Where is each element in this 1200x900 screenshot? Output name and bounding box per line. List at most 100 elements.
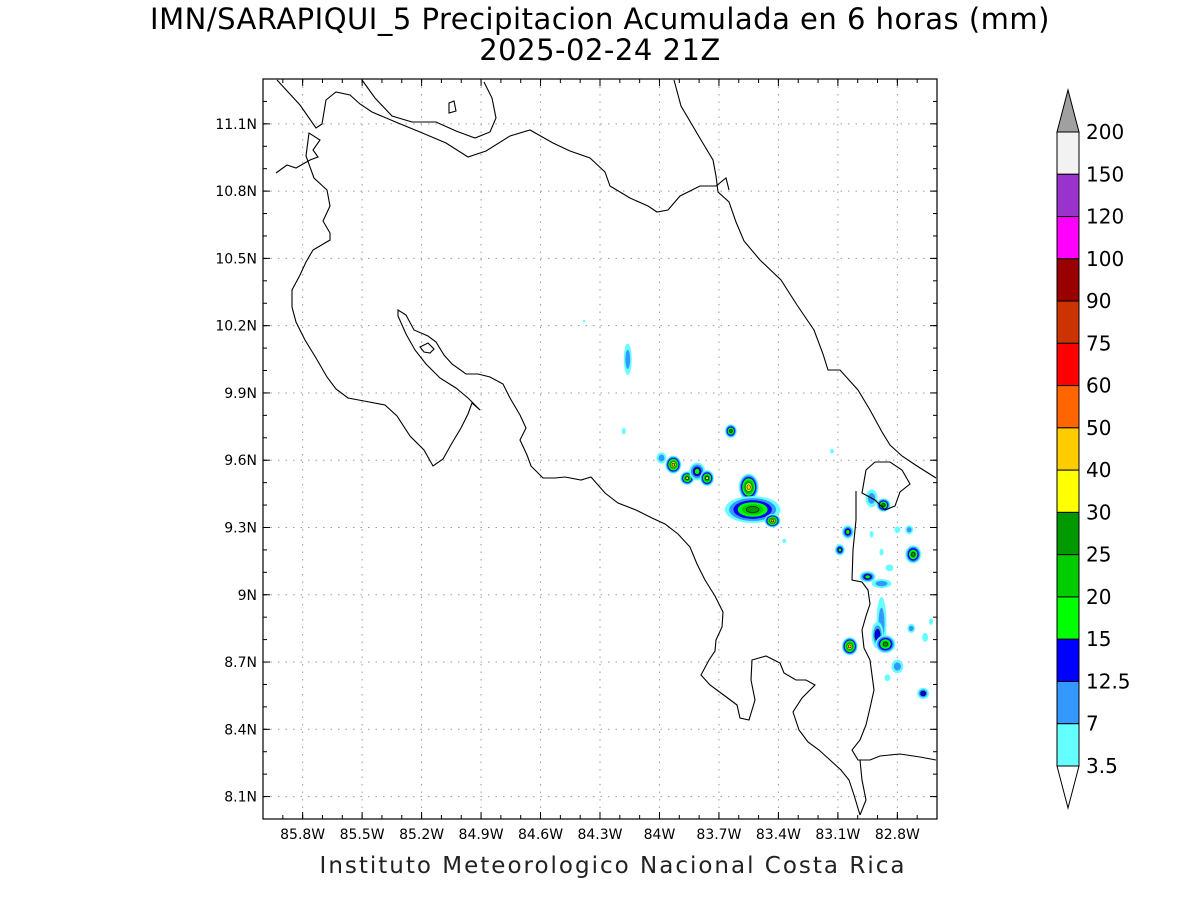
coastlines (275, 79, 937, 816)
legend-level-label: 60 (1086, 374, 1111, 398)
precip-contour (869, 530, 874, 538)
legend-swatch (1056, 469, 1080, 513)
legend-over-arrow (1056, 88, 1080, 133)
legend-level-label: 30 (1086, 500, 1111, 524)
precip-contour (685, 476, 689, 480)
precip-contour (625, 349, 631, 369)
precip-contour (746, 484, 751, 490)
legend-under-arrow (1056, 765, 1080, 810)
precip-contour (906, 527, 912, 533)
x-tick-label: 84W (644, 827, 676, 843)
precip-contour (894, 526, 901, 534)
precip-contour (582, 319, 586, 323)
legend-level-label: 90 (1086, 289, 1111, 313)
precip-contour (848, 644, 852, 649)
legend-swatch (1056, 300, 1080, 344)
map-axes: 85.8W 85.5W 85.2W 84.9W 84.6W 84.3W 84W 83.7W 83… (215, 78, 938, 843)
legend-swatch (1056, 173, 1080, 218)
precip-contour (922, 632, 929, 642)
x-tick-label: 82.8W (875, 827, 920, 843)
precip-contour (729, 429, 733, 433)
graticule (263, 79, 937, 819)
y-tick-label: 9N (238, 588, 257, 604)
y-tick-label: 11.1N (215, 117, 257, 133)
x-tick-label: 84.6W (518, 827, 563, 843)
legend-swatch (1056, 131, 1080, 175)
legend-level-label: 40 (1086, 458, 1111, 482)
legend-level-label: 150 (1086, 162, 1124, 186)
y-tick-label: 8.1N (224, 790, 257, 806)
legend-level-label: 25 (1086, 543, 1111, 567)
x-tick-label: 84.9W (459, 827, 504, 843)
legend-level-label: 15 (1086, 627, 1111, 651)
precipitation-field (582, 319, 934, 700)
precip-contour (837, 547, 842, 553)
precip-contour (911, 552, 916, 557)
lake-islet (448, 100, 457, 114)
precip-contour (770, 519, 775, 523)
y-tick-label: 10.2N (215, 319, 257, 335)
legend-swatch (1056, 258, 1080, 302)
legend-swatch (1056, 638, 1080, 682)
y-tick-label: 9.9N (224, 386, 257, 402)
legend-level-label: 120 (1086, 205, 1124, 229)
y-tick-label: 9.6N (224, 453, 257, 469)
y-tick-label: 8.4N (224, 722, 257, 738)
x-tick-label: 83.7W (696, 827, 741, 843)
precip-contour (884, 674, 891, 682)
nicaragua-border (276, 79, 730, 213)
precip-contour (864, 574, 871, 579)
figure-valid-time: 2025-02-24 21Z (479, 33, 721, 67)
legend-swatch (1056, 554, 1080, 598)
legend-swatch (1056, 385, 1080, 429)
y-tick-label: 10.8N (215, 184, 257, 200)
legend-swatch (1056, 596, 1080, 640)
color-legend: 200 150 120 100 90 75 60 50 40 30 25 20 15 12.5 7 3.5 (1056, 88, 1131, 810)
legend-level-label: 200 (1086, 120, 1124, 144)
precip-contour (893, 662, 901, 671)
footer-credit: Instituto Meteorologico Nacional Costa R… (319, 853, 907, 879)
precip-contour (882, 641, 889, 647)
precip-contour (745, 506, 760, 513)
x-tick-label: 85.8W (280, 827, 325, 843)
y-tick-label: 10.5N (215, 251, 257, 267)
precip-contour (705, 476, 709, 481)
panama-border (851, 491, 937, 761)
precip-contour (879, 548, 884, 556)
legend-level-label: 20 (1086, 585, 1111, 609)
legend-level-label: 100 (1086, 247, 1124, 271)
x-tick-label: 85.5W (340, 827, 385, 843)
figure-title: IMN/SARAPIQUI_5 Precipitacion Acumulada … (150, 2, 1050, 36)
legend-level-label: 3.5 (1086, 754, 1118, 778)
precip-contour (908, 625, 914, 632)
plot-frame (262, 78, 938, 820)
legend-swatch (1056, 723, 1080, 767)
precip-contour (920, 690, 926, 697)
precip-contour (694, 468, 701, 475)
y-tick-label: 9.3N (224, 520, 257, 536)
precip-contour (875, 580, 888, 587)
precip-contour (881, 503, 886, 507)
legend-swatch (1056, 511, 1080, 556)
y-tick-label: 8.7N (224, 655, 257, 671)
nicaragua-coast-north (361, 79, 497, 139)
pacific-coast (275, 132, 861, 816)
precip-contour (671, 462, 676, 467)
precip-contour (845, 529, 851, 535)
legend-level-label: 75 (1086, 331, 1111, 355)
precip-contour (621, 427, 626, 435)
x-tick-label: 83.4W (756, 827, 801, 843)
legend-swatch (1056, 427, 1080, 471)
x-tick-label: 83.1W (815, 827, 860, 843)
precip-contour (885, 564, 894, 572)
precip-contour (829, 449, 834, 454)
x-tick-label: 85.2W (399, 827, 444, 843)
osa-peninsula (859, 759, 867, 816)
precip-contour (782, 538, 787, 544)
legend-level-label: 50 (1086, 416, 1111, 440)
precip-contour (929, 618, 934, 626)
legend-swatch (1056, 342, 1080, 387)
x-tick-label: 84.3W (577, 827, 622, 843)
